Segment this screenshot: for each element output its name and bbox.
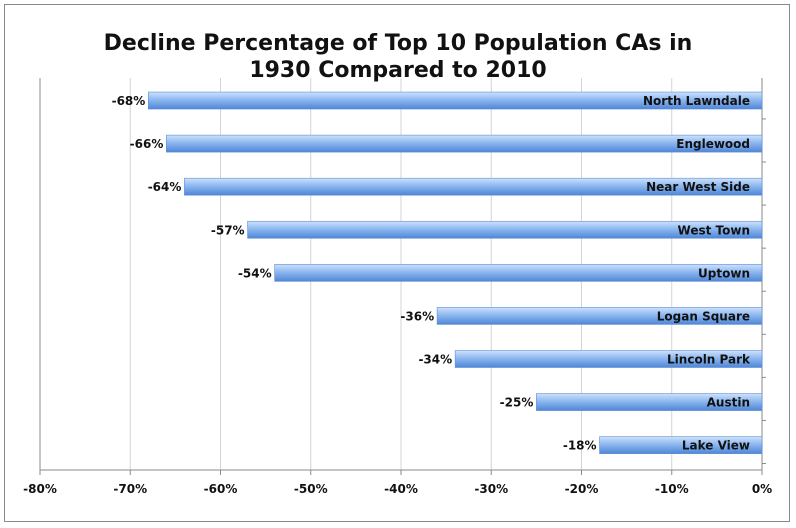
bar-west-town [247, 220, 763, 239]
x-tick-label-7: -10% [655, 482, 689, 496]
bar-lake-view [599, 436, 763, 454]
bar-near-west-side [184, 177, 763, 196]
value-label-4: -54% [238, 266, 272, 280]
category-label-7: Austin [707, 396, 750, 410]
category-label-2: Near West Side [646, 180, 750, 194]
bar-logan-square [436, 307, 763, 325]
x-tick-label-1: -70% [113, 482, 147, 496]
chart-frame [4, 4, 790, 522]
bar-englewood [166, 134, 763, 153]
category-label-4: Uptown [698, 266, 750, 280]
category-label-0: North Lawndale [643, 94, 750, 108]
chart-title-line-1: Decline Percentage of Top 10 Population … [103, 31, 693, 56]
chart-title-line-2: 1930 Compared to 2010 [249, 58, 547, 83]
bar-lincoln-park [454, 350, 763, 368]
category-label-5: Logan Square [657, 309, 750, 323]
category-label-6: Lincoln Park [667, 353, 751, 367]
category-label-8: Lake View [682, 439, 750, 453]
bars: -68% North Lawndale -66% Englewood -64% Near … [112, 91, 763, 454]
value-label-0: -68% [112, 94, 146, 108]
value-label-8: -18% [563, 439, 597, 453]
category-label-1: Englewood [676, 137, 750, 151]
bar-austin [536, 393, 763, 411]
x-tick-labels: -80% -70% -60% -50% -40% -30% -20% -10% 0% [23, 470, 772, 496]
x-tick-label-5: -30% [474, 482, 508, 496]
x-tick-label-4: -40% [384, 482, 418, 496]
x-tick-label-0: -80% [23, 482, 57, 496]
chart-title: Decline Percentage of Top 10 Population … [0, 30, 796, 84]
value-label-2: -64% [148, 180, 182, 194]
value-label-7: -25% [500, 396, 534, 410]
value-label-6: -34% [418, 353, 452, 367]
category-label-3: West Town [678, 223, 750, 237]
bar-uptown [274, 264, 763, 282]
x-tick-label-2: -60% [204, 482, 238, 496]
x-tick-label-6: -20% [565, 482, 599, 496]
x-tick-label-3: -50% [294, 482, 328, 496]
value-label-3: -57% [211, 223, 245, 237]
value-label-5: -36% [400, 309, 434, 323]
value-label-1: -66% [130, 137, 164, 151]
bar-north-lawndale [148, 91, 763, 110]
x-tick-label-8: 0% [752, 482, 772, 496]
